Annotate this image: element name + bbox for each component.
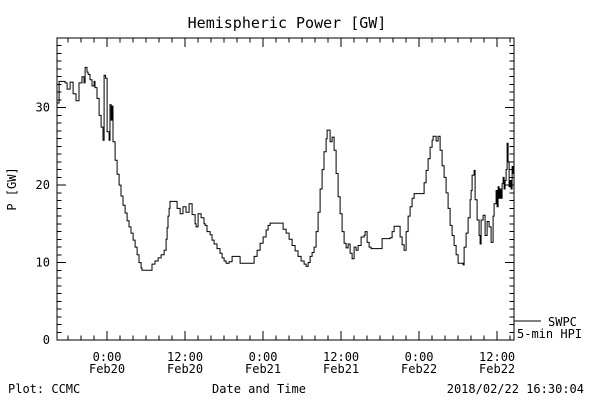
data-series — [57, 66, 515, 271]
x-tick-label-date: Feb20 — [167, 362, 203, 376]
x-tick-label-date: Feb20 — [89, 362, 125, 376]
y-tick-label: 10 — [36, 256, 50, 270]
hpi-data-line — [57, 66, 515, 271]
footer-timestamp: 2018/02/22 16:30:04 — [447, 382, 584, 396]
legend: SWPC 5-min HPI — [514, 315, 582, 341]
y-tick-label: 20 — [36, 178, 50, 192]
x-tick-label-time: 12:00 — [167, 350, 203, 364]
x-tick-label-time: 0:00 — [249, 350, 278, 364]
x-tick-label-date: Feb22 — [479, 362, 515, 376]
x-tick-label-time: 12:00 — [479, 350, 515, 364]
legend-series-desc: 5-min HPI — [517, 327, 582, 341]
x-axis-title: Date and Time — [212, 382, 306, 396]
footer-plot-source: Plot: CCMC — [8, 382, 80, 396]
y-axis-title: P [GW] — [5, 167, 19, 210]
y-tick-label: 30 — [36, 101, 50, 115]
y-tick-label: 0 — [43, 333, 50, 347]
chart-title: Hemispheric Power [GW] — [188, 14, 387, 32]
legend-series-name: SWPC — [548, 315, 577, 329]
x-tick-label-date: Feb22 — [401, 362, 437, 376]
x-tick-label-time: 0:00 — [93, 350, 122, 364]
x-tick-label-date: Feb21 — [323, 362, 359, 376]
x-tick-label-time: 12:00 — [323, 350, 359, 364]
axes: 01020300:00Feb2012:00Feb200:00Feb2112:00… — [36, 37, 515, 376]
x-tick-label-date: Feb21 — [245, 362, 281, 376]
x-tick-label-time: 0:00 — [405, 350, 434, 364]
plot-frame — [56, 37, 515, 341]
